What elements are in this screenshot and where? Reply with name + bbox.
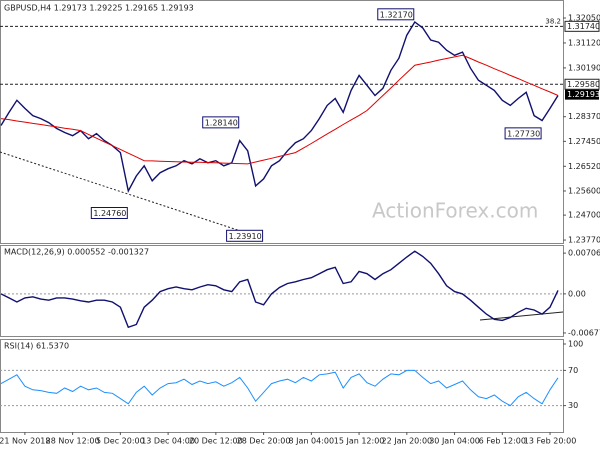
level-box	[564, 20, 600, 32]
series-line	[0, 20, 559, 194]
y-tick-label: 1.25600	[568, 186, 600, 195]
y-tick-label: 1.23770	[568, 236, 600, 245]
y-tick-label: 1.24700	[568, 211, 600, 220]
y-tick-label: 1.27450	[568, 137, 600, 146]
last-price-label: 1.29193	[567, 90, 600, 99]
annotation-label: 1.23910	[229, 232, 262, 241]
x-tick-label: 22 Jan 20:00	[381, 437, 432, 446]
price-panel	[0, 0, 564, 244]
x-tick-label: 30 Jan 04:00	[429, 437, 480, 446]
macd-panel	[0, 245, 564, 337]
annotation-label: 1.27730	[507, 129, 540, 138]
rsi-panel	[0, 339, 564, 433]
y-tick-label: -0.006774	[568, 328, 600, 337]
annotation-box	[504, 127, 542, 140]
series-line	[0, 54, 559, 165]
x-tick-label: 15 Jan 12:00	[334, 437, 385, 446]
x-tick-label: 20 Dec 12:00	[189, 437, 243, 446]
y-tick-label: 30	[568, 401, 578, 410]
annotation-box	[90, 207, 128, 220]
level-note: 38.2	[545, 17, 561, 25]
series-line	[0, 250, 559, 329]
annotation-box	[202, 116, 240, 129]
y-tick-label: 1.26520	[568, 162, 600, 171]
x-tick-label: 28 Nov 12:00	[46, 437, 100, 446]
macd-title: MACD(12,26,9) 0.000552 -0.001327	[4, 248, 149, 257]
level-box	[564, 78, 600, 90]
y-tick-label: 0.00	[568, 289, 586, 298]
y-tick-label: 0.007063	[568, 249, 600, 258]
x-tick-label: 8 Jan 04:00	[289, 437, 335, 446]
y-tick-label: 1.31120	[568, 38, 600, 47]
level-label: 1.29580	[567, 80, 600, 89]
last-price-box	[565, 89, 599, 100]
series-line	[0, 369, 559, 407]
level-label: 1.31740	[567, 22, 600, 31]
annotation-label: 1.32170	[380, 10, 413, 19]
chart-title: GBPUSD,H4 1.29173 1.29225 1.29165 1.2919…	[4, 4, 194, 13]
x-tick-label: 13 Feb 20:00	[524, 437, 576, 446]
watermark: ActionForex.com	[372, 199, 538, 223]
y-tick-label: 1.32050	[568, 14, 600, 23]
x-tick-label: 13 Dec 04:00	[141, 437, 195, 446]
annotation-box	[226, 229, 264, 242]
annotation-box	[377, 8, 415, 21]
y-tick-label: 1.30190	[568, 63, 600, 72]
trend-line	[0, 151, 263, 239]
x-tick-label: 6 Feb 12:00	[479, 437, 526, 446]
annotation-label: 1.28140	[205, 118, 238, 127]
rsi-title: RSI(14) 61.5370	[4, 342, 69, 351]
x-tick-label: 28 Dec 20:00	[237, 437, 291, 446]
y-tick-label: 100	[568, 340, 583, 349]
y-tick-label: 1.28370	[568, 112, 600, 121]
y-tick-label: 70	[568, 366, 578, 375]
x-tick-label: 5 Dec 20:00	[96, 437, 145, 446]
annotation-label: 1.24760	[93, 209, 126, 218]
x-tick-label: 21 Nov 2018	[0, 437, 50, 446]
